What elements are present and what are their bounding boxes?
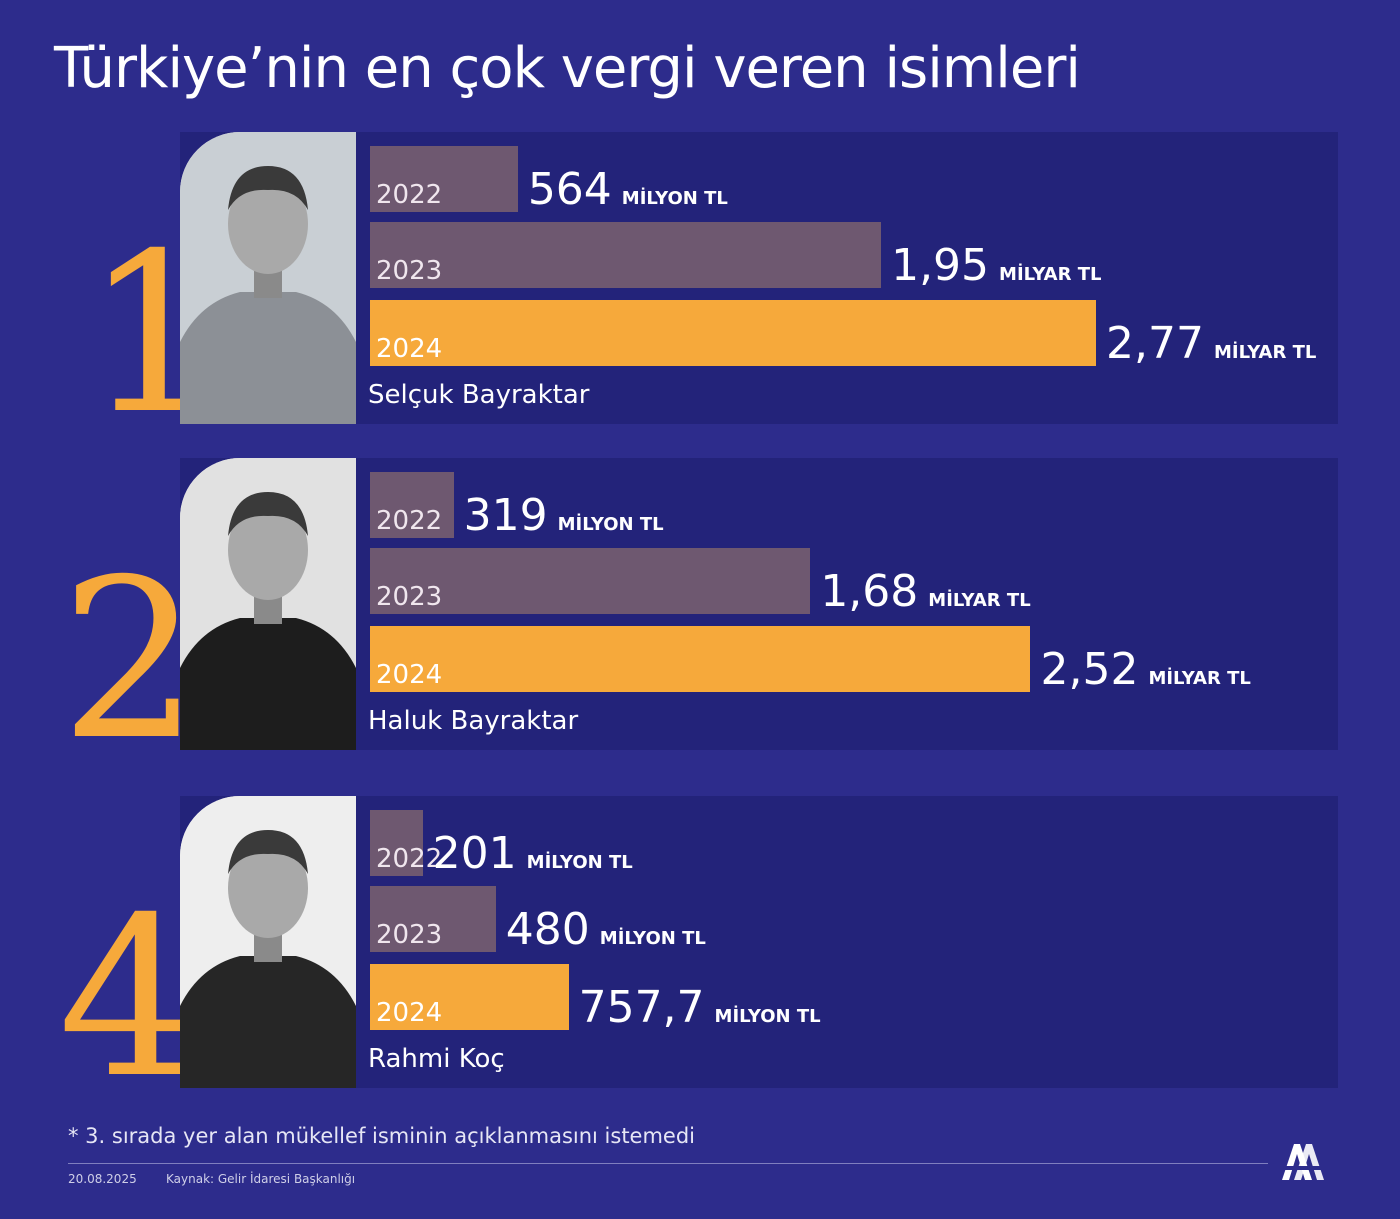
value-unit: MİLYAR TL [1148,668,1251,689]
value-number: 1,95 [891,240,990,291]
value-number: 757,7 [578,982,705,1033]
year-label: 2024 [376,660,443,690]
person-panel: 2022 201 MİLYON TL 2023 480 MİLYON TL 2024 757,… [180,796,1338,1088]
value-label: 319 MİLYON TL [464,494,664,748]
value-number: 480 [505,904,590,955]
year-label: 2024 [376,334,443,364]
person-name: Haluk Bayraktar [368,706,579,736]
bar-2023: 2023 [370,548,811,614]
bar-2024: 2024 [370,300,1096,366]
value-number: 2,52 [1040,644,1139,695]
value-label: 1,95 MİLYAR TL [891,244,1101,422]
year-label: 2023 [376,582,443,612]
year-label: 2024 [376,998,443,1028]
rank-number: 4 [58,870,198,1126]
bar-2024: 2024 [370,964,569,1030]
person-panel: 2022 564 MİLYON TL 2023 1,95 MİLYAR TL 2024 2,7… [180,132,1338,424]
value-unit: MİLYON TL [621,188,728,209]
bar-2024: 2024 [370,626,1031,692]
value-unit: MİLYON TL [557,514,664,535]
value-number: 564 [527,164,612,215]
value-unit: MİLYON TL [599,928,706,949]
value-unit: MİLYAR TL [999,264,1102,285]
year-label: 2022 [376,844,443,874]
person-name: Selçuk Bayraktar [368,380,590,410]
chart-title: Türkiye’nin en çok vergi veren isimleri [54,36,1081,101]
publish-date: 20.08.2025 [68,1172,137,1186]
person-name: Rahmi Koç [368,1044,505,1074]
value-unit: MİLYAR TL [928,590,1031,611]
person-photo-icon [180,796,356,1088]
year-label: 2023 [376,920,443,950]
bar-2022: 2022 [370,810,442,876]
aa-logo-icon [1278,1144,1326,1180]
value-number: 1,68 [820,566,919,617]
person-photo-icon [180,132,356,424]
value-unit: MİLYAR TL [1213,342,1317,363]
year-label: 2022 [376,506,443,536]
footnote: * 3. sırada yer alan mükellef isminin aç… [68,1124,696,1148]
footer-divider [68,1163,1268,1164]
source-note: Kaynak: Gelir İdaresi Başkanlığı [166,1172,356,1186]
value-label: 201 MİLYON TL [433,832,633,1086]
bar-2022: 2022 [370,472,454,538]
value-label: 2,77 MİLYAR TL [1106,322,1316,422]
value-label: 757,7 MİLYON TL [579,986,821,1086]
rank-number: 2 [60,532,200,788]
value-number: 2,77 [1106,318,1204,369]
value-label: 564 MİLYON TL [528,168,728,422]
value-number: 319 [463,490,548,541]
value-number: 201 [432,828,517,879]
value-label: 1,68 MİLYAR TL [820,570,1030,748]
bar-2023: 2023 [370,886,496,952]
year-label: 2023 [376,256,443,286]
value-unit: MİLYON TL [526,852,633,873]
value-label: 2,52 MİLYAR TL [1040,648,1250,748]
person-photo-icon [180,458,356,750]
bar-2022: 2022 [370,146,518,212]
year-label: 2022 [376,180,443,210]
person-panel: 2022 319 MİLYON TL 2023 1,68 MİLYAR TL 2024 2,5… [180,458,1338,750]
bar-2023: 2023 [370,222,882,288]
value-label: 480 MİLYON TL [506,908,706,1086]
value-unit: MİLYON TL [714,1006,821,1027]
